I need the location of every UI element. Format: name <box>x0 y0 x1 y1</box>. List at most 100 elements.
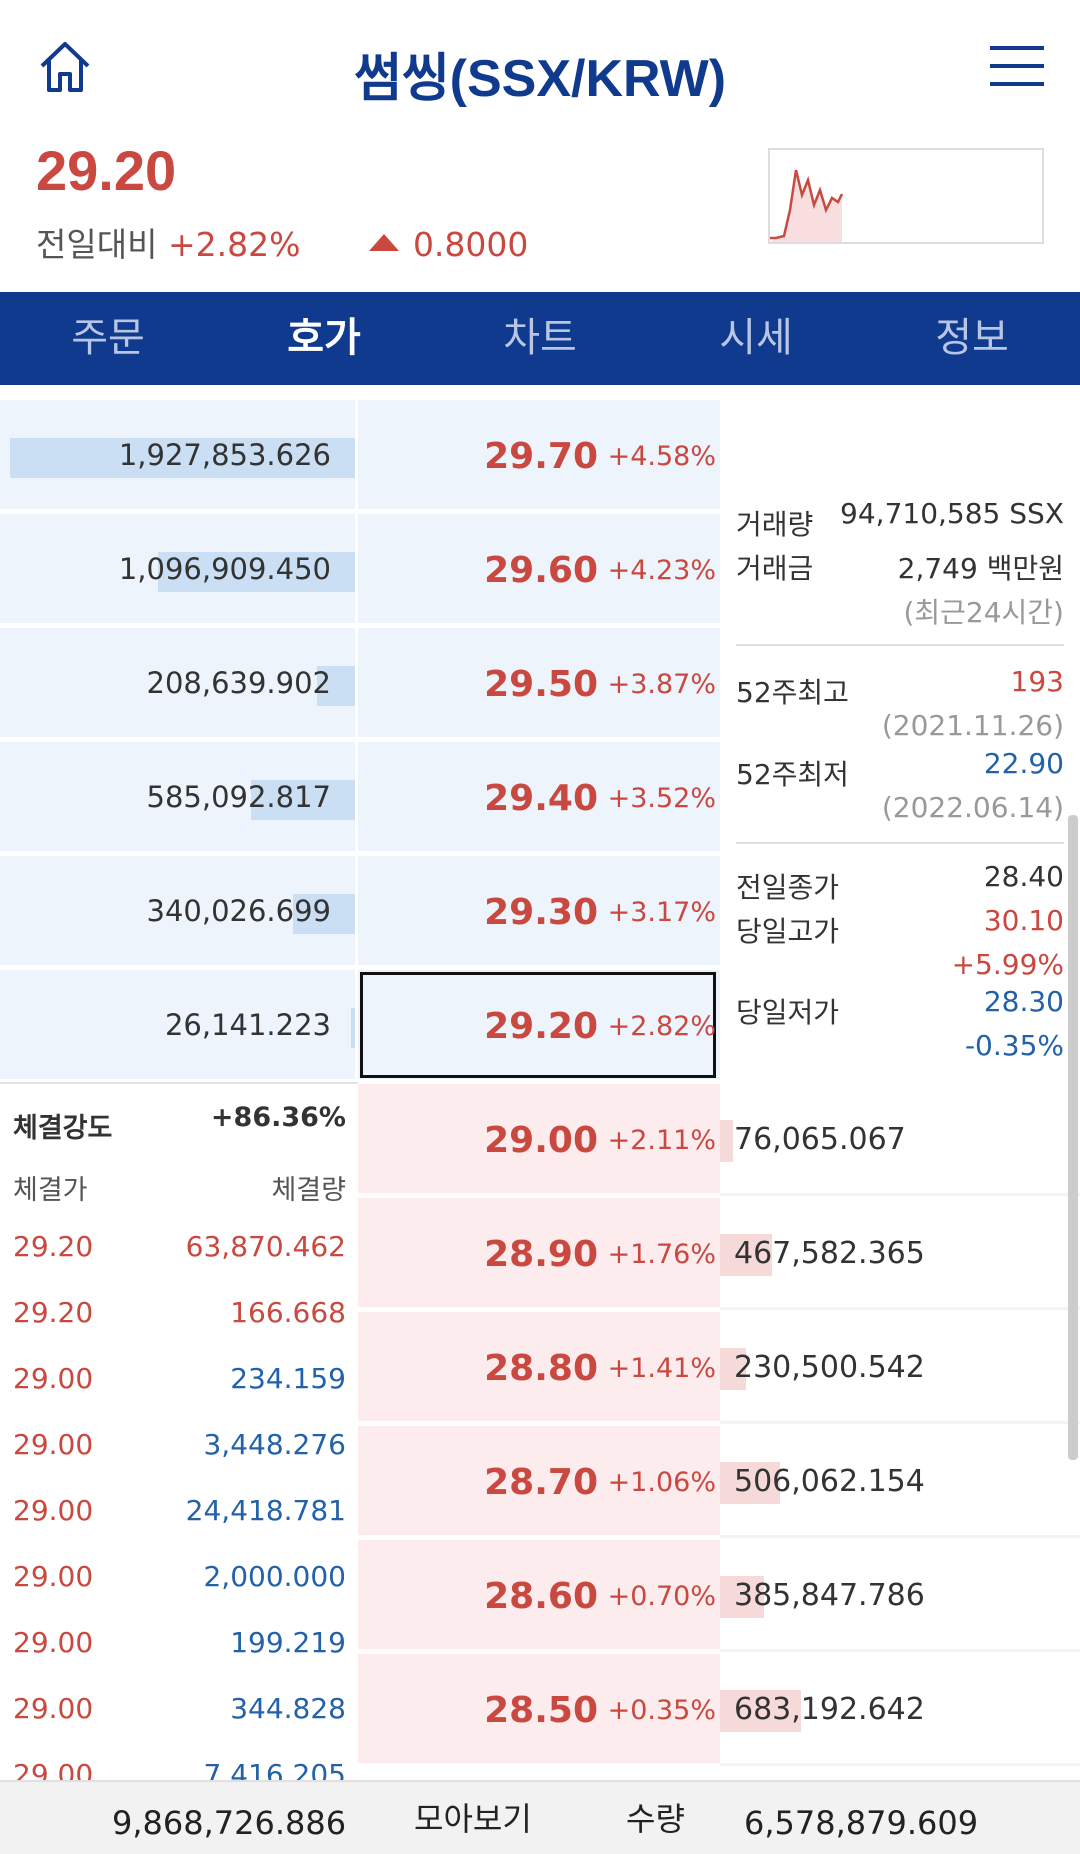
bid-qty: 76,065.067 <box>734 1122 906 1157</box>
bid-row[interactable]: 28.70 +1.06% 506,062.154 <box>0 1426 1080 1538</box>
tab-bar: 주문 호가 차트 시세 정보 <box>0 292 1080 385</box>
ask-price-cell: 29.30 +3.17% <box>358 856 720 968</box>
mini-price-chart[interactable] <box>768 148 1044 244</box>
ask-depth-bar <box>10 438 355 478</box>
bid-price: 28.80 <box>484 1348 598 1389</box>
bid-depth-bar <box>720 1690 801 1732</box>
trade-price: 29.00 <box>13 1692 94 1725</box>
bid-qty: 385,847.786 <box>734 1578 925 1613</box>
current-price-highlight <box>360 972 716 1078</box>
tab-info[interactable]: 정보 <box>935 315 1009 361</box>
bid-pct: +0.70% <box>607 1581 716 1612</box>
bid-depth-bar <box>720 1234 772 1276</box>
trade-price: 29.20 <box>13 1296 94 1329</box>
bid-row[interactable]: 28.60 +0.70% 385,847.786 <box>0 1540 1080 1652</box>
volume-value: 94,710,585 SSX <box>840 497 1064 530</box>
bid-price-cell: 28.90 +1.76% <box>358 1198 720 1310</box>
bid-pct: +1.06% <box>607 1467 716 1498</box>
bid-row[interactable]: 29.00 +2.11% 76,065.067 <box>0 1084 1080 1196</box>
trade-price: 29.00 <box>13 1758 94 1780</box>
sparkline-icon <box>770 169 844 242</box>
bid-pct: +2.11% <box>607 1125 716 1156</box>
ask-qty: 340,026.699 <box>146 894 332 928</box>
bid-qty: 506,062.154 <box>734 1464 925 1499</box>
high52-label: 52주최고 <box>736 676 849 709</box>
trade-qty: 24,418.781 <box>185 1494 346 1527</box>
ask-price: 29.50 <box>484 664 598 705</box>
bid-price: 28.50 <box>484 1690 598 1731</box>
bid-price-cell: 29.00 +2.11% <box>358 1084 720 1196</box>
ask-row[interactable]: 1,927,853.626 29.70 +4.58% <box>0 400 720 512</box>
day-low-value: 28.30 <box>983 985 1064 1018</box>
ask-price: 29.60 <box>484 550 598 591</box>
bid-depth-bar <box>720 1576 764 1618</box>
trade-qty: 63,870.462 <box>185 1230 346 1263</box>
ask-pct: +3.52% <box>607 783 716 814</box>
trade-qty: 7,416.205 <box>203 1758 346 1780</box>
volume-label: 거래량 <box>736 508 814 541</box>
bid-row[interactable]: 28.90 +1.76% 467,582.365 <box>0 1198 1080 1310</box>
bid-qty-cell: 506,062.154 <box>720 1426 1080 1538</box>
trade-qty: 199.219 <box>230 1626 346 1659</box>
order-book: 1,927,853.626 29.70 +4.58% 1,096,909.450 … <box>0 385 1080 1780</box>
ask-qty: 1,927,853.626 <box>118 438 331 472</box>
ask-price-cell: 29.20 +2.82% <box>358 970 720 1082</box>
bid-qty-cell: 76,065.067 <box>720 1084 1080 1196</box>
strength-label: 체결강도 <box>13 1113 113 1144</box>
tab-market-price[interactable]: 시세 <box>719 315 793 361</box>
up-triangle-icon <box>368 234 399 251</box>
low52-value: 22.90 <box>983 747 1064 780</box>
ask-depth-bar <box>351 1008 355 1048</box>
tab-order[interactable]: 주문 <box>71 315 145 361</box>
bid-pct: +1.41% <box>607 1353 716 1384</box>
trade-price-header: 체결가 <box>13 1175 88 1206</box>
prev-close-value: 28.40 <box>983 860 1064 893</box>
ask-row[interactable]: 340,026.699 29.30 +3.17% <box>0 856 720 968</box>
trade-price: 29.00 <box>13 1626 94 1659</box>
bid-qty: 683,192.642 <box>734 1692 925 1727</box>
trade-row: 29.00 7,416.205 <box>13 1758 346 1780</box>
bid-price: 28.60 <box>484 1576 598 1617</box>
bid-price: 28.70 <box>484 1462 598 1503</box>
ask-depth-bar <box>251 780 355 820</box>
bid-price: 29.00 <box>484 1120 598 1161</box>
home-icon[interactable] <box>36 38 94 96</box>
bid-price-cell: 28.50 +0.35% <box>358 1654 720 1766</box>
ask-price-cell: 29.60 +4.23% <box>358 514 720 626</box>
ask-row[interactable]: 26,141.223 29.20 +2.82% <box>0 970 720 1082</box>
trade-row: 29.00 234.159 <box>13 1362 346 1402</box>
ask-price-cell: 29.70 +4.58% <box>358 400 720 512</box>
change-label: 전일대비 <box>36 225 158 264</box>
trade-qty: 2,000.000 <box>203 1560 346 1593</box>
hamburger-menu-icon[interactable] <box>990 46 1044 88</box>
low52-date: (2022.06.14) <box>881 791 1064 824</box>
ask-pct: +4.23% <box>607 555 716 586</box>
bid-qty-cell: 385,847.786 <box>720 1540 1080 1652</box>
day-high-value: 30.10 <box>983 904 1064 937</box>
top-bar: 썸씽(SSX/KRW) <box>0 0 1080 140</box>
divider <box>736 842 1064 844</box>
trade-history-panel: 체결강도 +86.36% 체결가 체결량 29.20 63,870.462 29.… <box>0 1082 358 1780</box>
ask-row[interactable]: 1,096,909.450 29.60 +4.23% <box>0 514 720 626</box>
quantity-toggle-button[interactable]: 수량 <box>626 1800 685 1838</box>
ask-row[interactable]: 208,639.902 29.50 +3.87% <box>0 628 720 740</box>
bid-row[interactable]: 28.80 +1.41% 230,500.542 <box>0 1312 1080 1424</box>
bid-row[interactable]: 28.50 +0.35% 683,192.642 <box>0 1654 1080 1766</box>
scrollbar[interactable] <box>1068 815 1078 1460</box>
tab-chart[interactable]: 차트 <box>503 315 577 361</box>
ask-qty-cell: 208,639.902 <box>0 628 355 740</box>
tab-orderbook[interactable]: 호가 <box>287 315 361 361</box>
bid-depth-bar <box>720 1120 733 1162</box>
ask-row[interactable]: 585,092.817 29.40 +3.52% <box>0 742 720 854</box>
ask-price-cell: 29.50 +3.87% <box>358 628 720 740</box>
ask-qty-cell: 1,096,909.450 <box>0 514 355 626</box>
trade-row: 29.00 344.828 <box>13 1692 346 1732</box>
ask-pct: +3.17% <box>607 897 716 928</box>
ask-qty-cell: 585,092.817 <box>0 742 355 854</box>
trade-qty: 234.159 <box>230 1362 346 1395</box>
trade-row: 29.00 24,418.781 <box>13 1494 346 1534</box>
bid-price-cell: 28.80 +1.41% <box>358 1312 720 1424</box>
group-view-button[interactable]: 모아보기 <box>414 1800 532 1838</box>
high52-value: 193 <box>1010 665 1064 698</box>
period-note: (최근24시간) <box>903 596 1064 629</box>
